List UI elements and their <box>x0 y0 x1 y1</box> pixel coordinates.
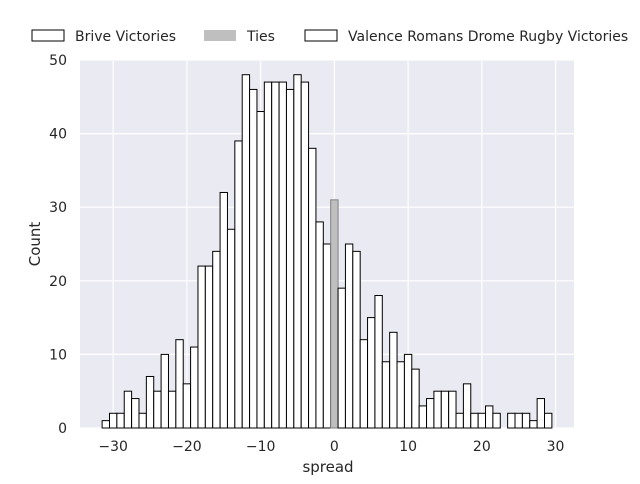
histogram-bar <box>182 383 192 429</box>
y-tick-label: 0 <box>58 421 67 437</box>
histogram-bar <box>426 398 435 429</box>
histogram-bar <box>116 412 125 429</box>
histogram-bar <box>212 250 221 429</box>
histogram-bar <box>167 390 177 429</box>
histogram-bar <box>263 81 273 429</box>
histogram-bar <box>308 147 317 429</box>
histogram-bar <box>492 412 501 429</box>
histogram-bar <box>145 375 155 429</box>
x-tick-label: 10 <box>399 439 417 455</box>
x-tick-label: −30 <box>98 439 128 455</box>
histogram-bar <box>359 339 369 429</box>
histogram-bar <box>440 390 450 429</box>
histogram-bar <box>153 390 162 429</box>
x-tick-label: 20 <box>473 439 491 455</box>
y-tick-label: 30 <box>49 200 67 216</box>
y-tick-label: 20 <box>49 274 67 290</box>
histogram-bar <box>477 412 487 429</box>
histogram-bar <box>175 339 184 429</box>
histogram-bar <box>462 383 472 429</box>
histogram-bar <box>544 412 553 429</box>
y-tick-label: 10 <box>49 347 67 363</box>
y-axis-label: Count <box>26 222 44 267</box>
histogram-bar <box>293 74 302 429</box>
legend-swatch-valence-victories <box>304 29 338 42</box>
legend-label-ties: Ties <box>246 29 275 45</box>
histogram-bar <box>470 412 479 429</box>
histogram-bar <box>411 368 420 429</box>
histogram-bar <box>249 88 258 429</box>
histogram-bar <box>278 81 287 429</box>
histogram-bar <box>101 420 110 429</box>
histogram-bar <box>315 221 324 429</box>
histogram-bar <box>131 398 140 429</box>
histogram-bar <box>108 412 118 429</box>
histogram-bar <box>396 361 405 429</box>
x-tick-label: 30 <box>547 439 565 455</box>
histogram-bar <box>507 412 516 429</box>
histogram-bar <box>448 390 457 429</box>
legend-swatch-brive-victories <box>31 29 65 42</box>
histogram-bar <box>521 412 531 429</box>
y-tick-label: 50 <box>49 53 67 69</box>
histogram-bar <box>536 398 546 429</box>
histogram-bar <box>367 317 376 429</box>
legend-label-brive-victories: Brive Victories <box>75 29 176 45</box>
histogram-bar <box>138 412 147 429</box>
histogram-bar <box>190 346 199 429</box>
x-tick-label: −10 <box>246 439 276 455</box>
legend-swatch-ties <box>204 30 236 41</box>
histogram-bar <box>374 295 383 429</box>
x-axis-label: spread <box>302 458 353 476</box>
legend-label-valence-victories: Valence Romans Drome Rugby Victories <box>348 29 628 45</box>
histogram-bar <box>381 361 391 429</box>
histogram-bar <box>322 243 332 429</box>
histogram-bar <box>219 191 228 429</box>
histogram-bar <box>352 250 361 429</box>
x-tick-label: −20 <box>172 439 202 455</box>
histogram-bar <box>403 353 413 429</box>
histogram-bar <box>418 405 428 429</box>
histogram-bar <box>226 228 236 429</box>
histogram-bar <box>330 199 339 429</box>
histogram-bar <box>529 420 538 429</box>
histogram-bar <box>455 412 464 429</box>
histogram-bar <box>485 405 494 429</box>
histogram-bar <box>337 287 346 429</box>
histogram-bar <box>204 265 214 429</box>
histogram-bar <box>271 81 280 429</box>
histogram-bar <box>344 243 354 429</box>
histogram-bar <box>234 140 243 429</box>
x-tick-label: 0 <box>330 439 339 455</box>
histogram-bar <box>433 390 442 429</box>
histogram-bar <box>197 265 206 429</box>
histogram-bar <box>123 390 133 429</box>
histogram-bar <box>514 412 523 429</box>
histogram-bar <box>256 111 265 429</box>
bars-group <box>101 74 553 429</box>
histogram-bar <box>285 88 295 429</box>
y-axis-ticks: 0 10 20 30 40 50 <box>49 53 67 437</box>
legend: Brive Victories Ties Valence Romans Drom… <box>31 29 628 45</box>
histogram-bar <box>160 353 169 429</box>
histogram-bar <box>300 81 310 429</box>
y-tick-label: 40 <box>49 127 67 143</box>
histogram-bar <box>241 74 251 429</box>
histogram-bar <box>389 331 398 429</box>
x-axis-ticks: −30 −20 −10 0 10 20 30 <box>98 439 564 455</box>
